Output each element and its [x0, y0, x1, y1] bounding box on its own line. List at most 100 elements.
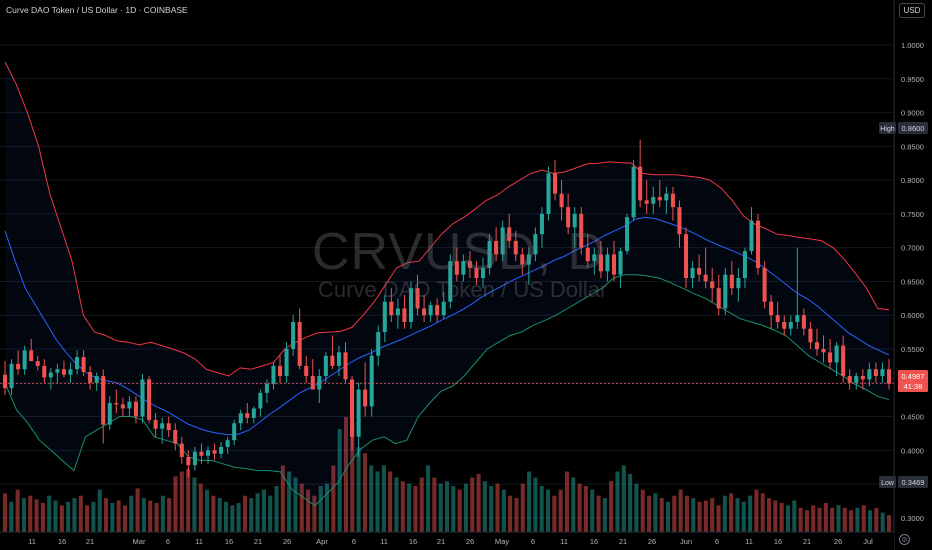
last-price-tag: [898, 370, 928, 392]
time-tick-label: Mar: [133, 537, 146, 546]
volume-bar: [659, 498, 664, 532]
volume-bar: [602, 498, 607, 532]
low-tag: [879, 476, 896, 488]
candle-body: [585, 247, 590, 262]
volume-bar: [318, 486, 323, 532]
candle-body: [592, 254, 597, 262]
price-tick-label: 0.4500: [901, 413, 924, 422]
time-tick-label: 16: [409, 537, 417, 546]
volume-bar: [135, 488, 140, 532]
chart-title[interactable]: Curve DAO Token / US Dollar · 1D · COINB…: [6, 5, 188, 15]
settings-gear-icon[interactable]: ⚙: [899, 534, 910, 545]
time-axis-bg: [0, 532, 894, 550]
volume-bar: [855, 507, 860, 532]
candle-body: [762, 267, 767, 302]
currency-button[interactable]: USD: [899, 3, 925, 18]
candle-body: [350, 379, 355, 437]
volume-bar: [85, 505, 90, 532]
candle-body: [127, 401, 132, 409]
volume-bar: [716, 505, 721, 532]
volume-bar: [217, 498, 222, 532]
candle-body: [841, 345, 846, 377]
candle-body: [526, 254, 531, 265]
volume-bar: [558, 489, 563, 532]
volume-bar: [621, 465, 626, 532]
time-axis[interactable]: 11 16 21 Mar 6 11 16 21 26 Apr 6 11 16 21 26 May 6 11 16 21…: [28, 537, 873, 546]
candle-body: [48, 372, 53, 378]
low-value-tag: [898, 476, 928, 488]
candle-body: [264, 384, 269, 393]
volume-bar: [823, 502, 828, 532]
candle-body: [9, 363, 14, 389]
volume-bar: [735, 498, 740, 532]
volume-bar: [628, 473, 633, 532]
volume-bar: [2, 493, 8, 532]
volume-bar: [836, 505, 841, 532]
candle-body: [330, 355, 335, 366]
candle-body: [22, 350, 27, 370]
candle-body: [251, 408, 256, 418]
volume-bar: [861, 505, 866, 532]
volume-bar: [552, 495, 557, 532]
volume-bar: [350, 423, 355, 532]
volume-bar: [9, 501, 14, 532]
candle-body: [74, 357, 80, 370]
candle-body: [304, 365, 309, 377]
volume-bar: [842, 507, 847, 532]
volume-bar: [400, 481, 405, 532]
time-tick-label: 16: [774, 537, 782, 546]
candle-body: [245, 413, 250, 418]
volume-bar: [388, 471, 393, 532]
candle-body: [428, 305, 433, 316]
candle-body: [710, 281, 715, 289]
bollinger-upper-line: [4, 61, 890, 377]
volume-bar: [205, 489, 210, 532]
candle-body: [363, 389, 368, 407]
candle-body: [873, 369, 878, 377]
candle-body: [179, 443, 184, 458]
volume-bar: [748, 495, 753, 532]
volume-bar: [116, 500, 121, 532]
candle-body: [271, 365, 276, 385]
volume-bar: [482, 481, 487, 532]
candle-body: [395, 308, 400, 316]
volume-bar: [15, 489, 20, 532]
candle-body: [625, 217, 630, 252]
candle-body: [683, 234, 689, 279]
volume-bar: [72, 498, 77, 532]
volume-bar: [381, 465, 386, 532]
volume-bar: [470, 477, 475, 532]
volume-bar: [97, 489, 102, 532]
candle-body: [219, 446, 224, 454]
time-tick-label: 26: [834, 537, 842, 546]
candle-body: [756, 220, 761, 268]
candle-body: [147, 379, 152, 420]
candle-body: [166, 423, 171, 431]
price-scale[interactable]: 1.0000 0.9500 0.9000 0.8500 0.8000 0.7500 0.70…: [901, 41, 924, 523]
volume-bar: [596, 495, 601, 532]
candle-body: [533, 234, 538, 255]
candle-body: [500, 227, 505, 255]
volume-bar: [324, 483, 330, 532]
price-tick-label: 0.9500: [901, 75, 924, 84]
volume-bar: [615, 471, 620, 532]
volume-bar: [545, 489, 551, 532]
candle-body: [638, 166, 643, 201]
price-tick-label: 0.9000: [901, 109, 924, 118]
candle-body: [120, 404, 125, 409]
candle-body: [572, 213, 577, 228]
volume-bar: [874, 507, 879, 532]
high-value-tag: [898, 122, 928, 134]
time-tick-label: 11: [745, 537, 753, 546]
candle-body: [323, 355, 328, 377]
candle-body: [716, 288, 721, 309]
candle-body: [605, 254, 610, 272]
volume-bar: [476, 473, 481, 532]
price-tick-label: 0.6500: [901, 277, 924, 286]
candle-body: [611, 254, 617, 275]
volume-bar: [577, 483, 582, 532]
volume-bar: [691, 498, 696, 532]
volume-bar: [312, 495, 317, 532]
candle-body: [238, 413, 243, 424]
